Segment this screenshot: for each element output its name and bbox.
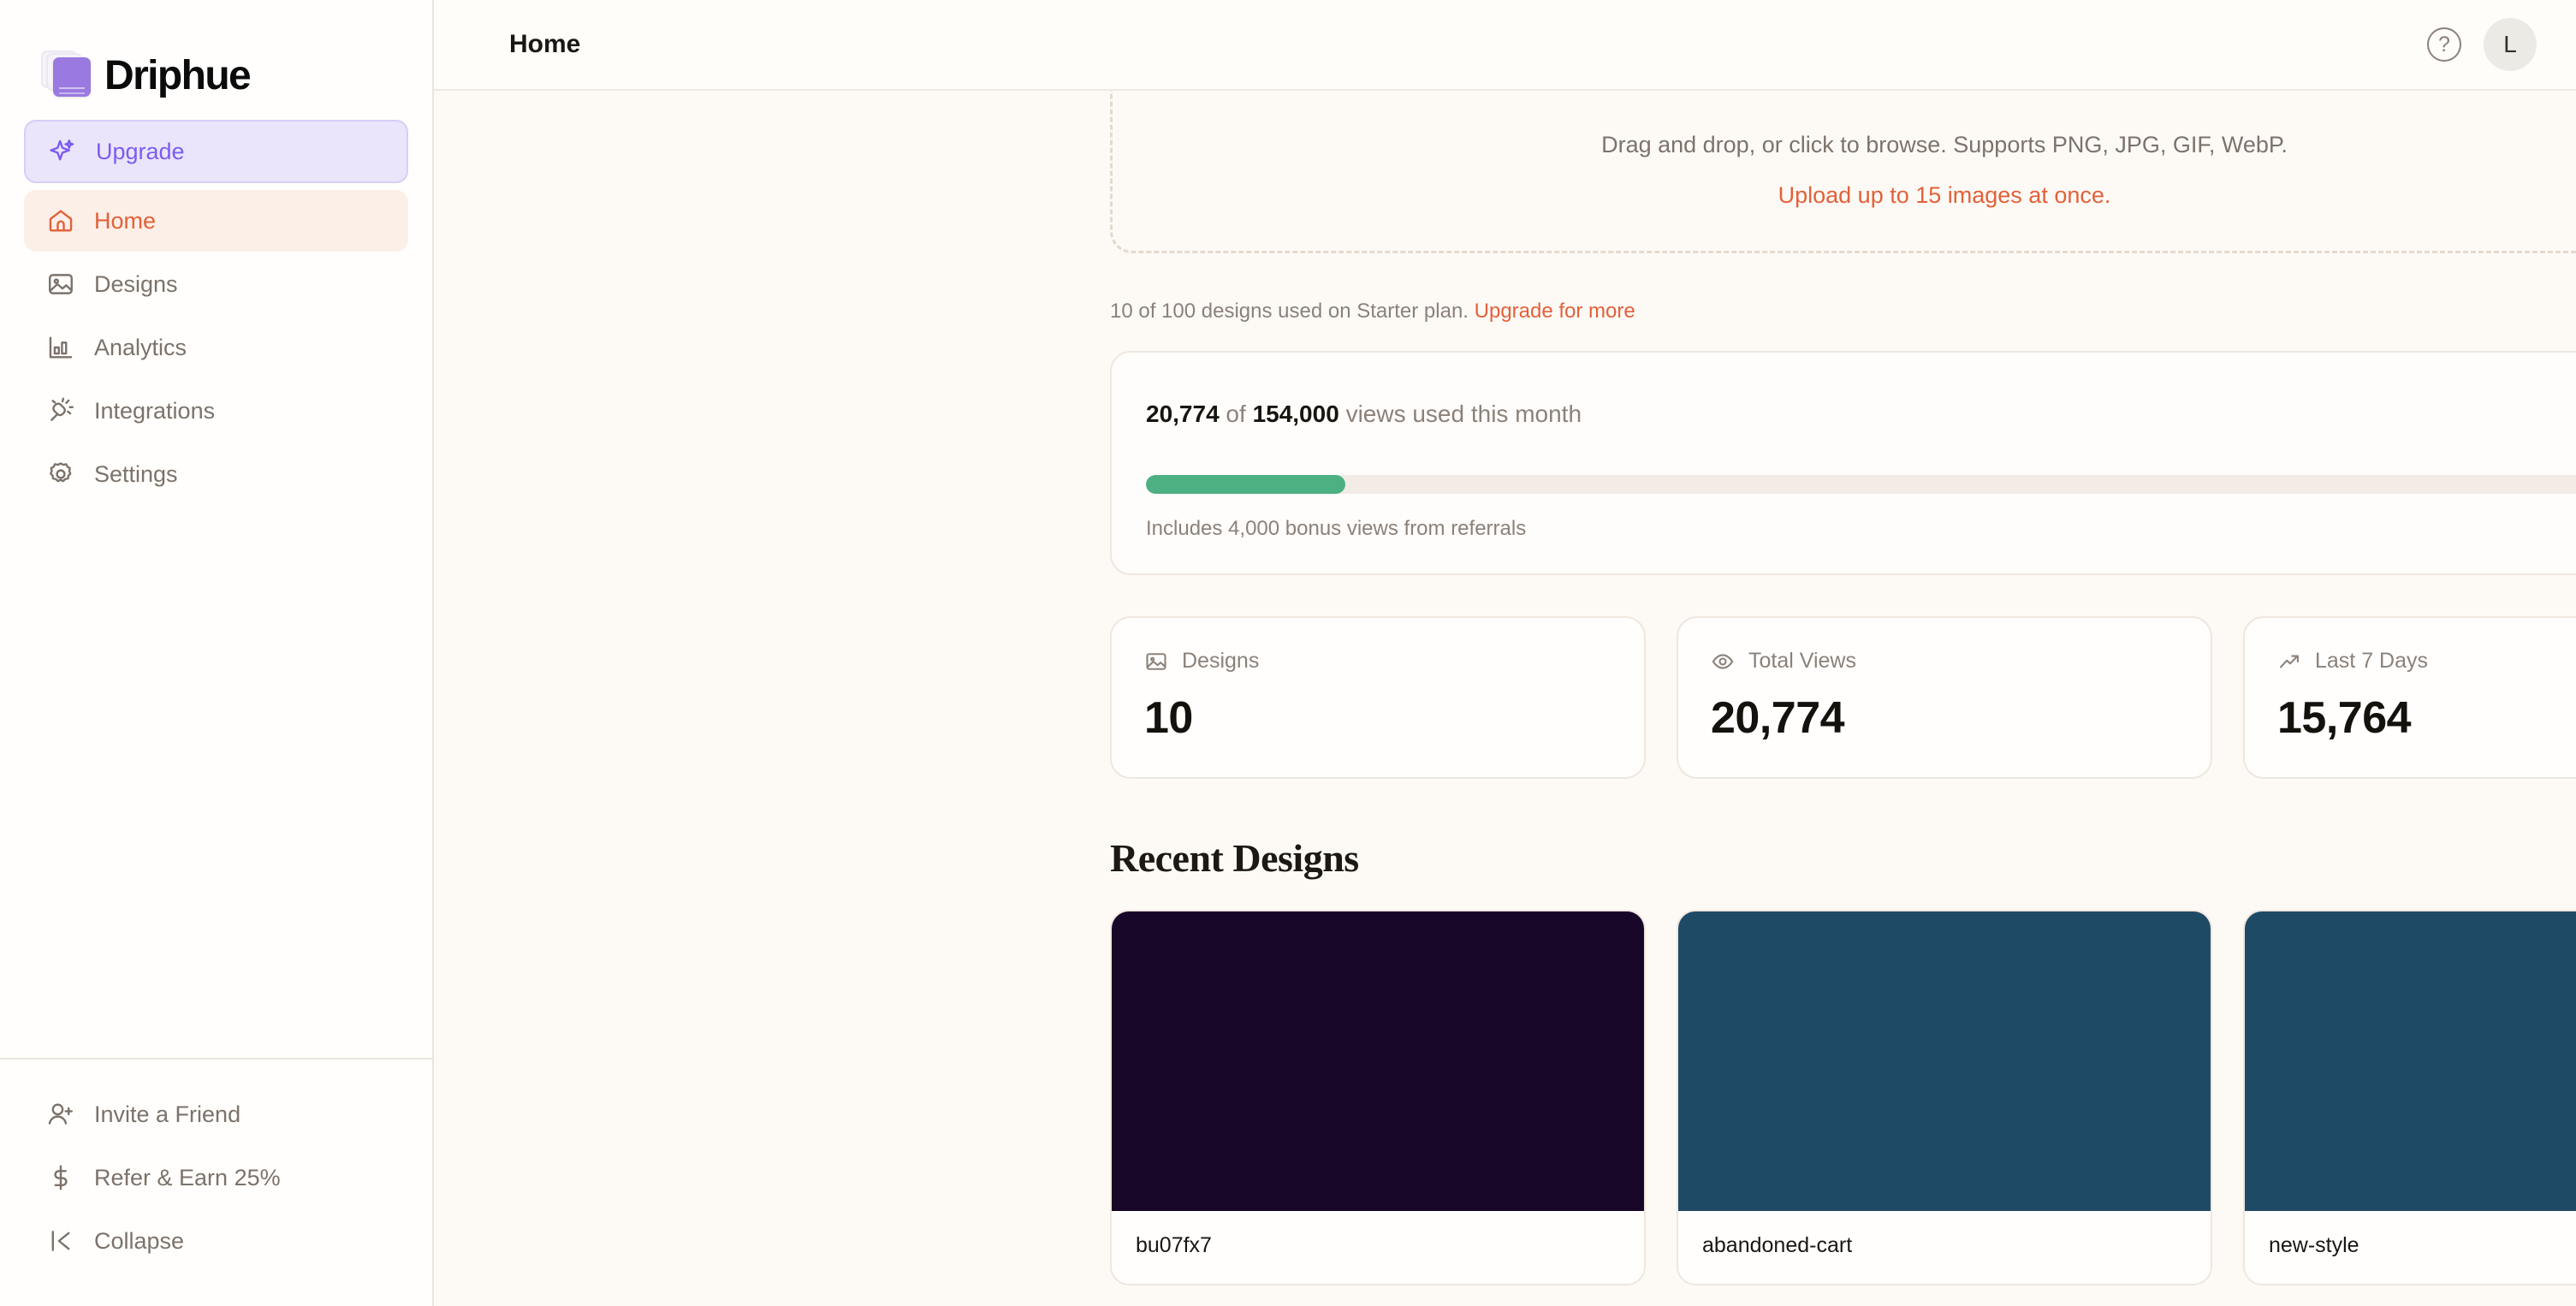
sidebar-item-label: Settings: [94, 460, 178, 487]
sidebar-item-upgrade[interactable]: Upgrade: [24, 120, 408, 183]
sidebar-item-home[interactable]: Home: [24, 190, 408, 252]
plan-usage-line: 10 of 100 designs used on Starter plan. …: [1110, 300, 2576, 324]
plug-icon: [46, 396, 75, 425]
sidebar-item-collapse[interactable]: Collapse: [24, 1210, 408, 1272]
design-card[interactable]: new-style: [2243, 910, 2576, 1285]
gear-icon: [46, 460, 75, 489]
dropzone-hint: Drag and drop, or click to browse. Suppo…: [1601, 132, 2288, 157]
stat-card-total-views[interactable]: Total Views 20,774: [1677, 616, 2212, 779]
views-of-word: of: [1226, 401, 1246, 427]
main-area: Home ? L Drag and drop, or click to brow…: [434, 0, 2576, 1306]
design-name: abandoned-cart: [1702, 1233, 1853, 1257]
stat-label: Designs: [1182, 649, 1260, 673]
home-icon: [46, 206, 75, 235]
design-card[interactable]: abandoned-cart: [1677, 910, 2212, 1285]
sidebar-item-label: Collapse: [94, 1227, 185, 1254]
design-thumbnail: [1112, 911, 1644, 1211]
sidebar-item-designs[interactable]: Designs: [24, 253, 408, 315]
sidebar-item-invite-a-friend[interactable]: Invite a Friend: [24, 1083, 408, 1145]
image-icon: [46, 270, 75, 299]
dollar-icon: [46, 1163, 75, 1192]
upgrade-for-more-link[interactable]: Upgrade for more: [1474, 300, 1635, 323]
trend-up-icon: [2277, 650, 2301, 674]
recent-designs-title: Recent Designs: [1110, 836, 1359, 880]
sidebar-spacer: [0, 505, 432, 1058]
bar-chart-icon: [46, 333, 75, 362]
plan-usage-text: 10 of 100 designs used on Starter plan.: [1110, 300, 1469, 323]
sidebar-item-label: Upgrade: [96, 138, 185, 164]
brand[interactable]: Driphue: [0, 0, 432, 120]
sidebar-item-settings[interactable]: Settings: [24, 443, 408, 505]
sidebar-item-label: Invite a Friend: [94, 1101, 241, 1127]
stat-card-last-7-days[interactable]: Last 7 Days 15,764: [2243, 616, 2576, 779]
views-limit: 154,000: [1252, 401, 1339, 427]
usage-progress-fill: [1146, 474, 1345, 494]
dropzone-limit: Upload up to 15 images at once.: [1778, 182, 2111, 208]
stat-card-designs[interactable]: Designs 10: [1110, 616, 1646, 779]
question-circle-icon[interactable]: ?: [2427, 27, 2461, 62]
design-name: new-style: [2269, 1233, 2359, 1257]
sidebar-item-label: Refer & Earn 25%: [94, 1164, 281, 1190]
stat-cards: Designs 10 Total Views: [1110, 616, 2576, 779]
eye-icon: [1711, 650, 1735, 674]
design-card[interactable]: bu07fx7: [1110, 910, 1646, 1285]
views-usage-text: 20,774 of 154,000 views used this month: [1146, 390, 1582, 428]
usage-progress-track: [1146, 474, 2576, 494]
sidebar-nav: Upgrade Home: [0, 120, 432, 505]
page-title: Home: [509, 30, 581, 58]
avatar[interactable]: L: [2484, 18, 2537, 71]
stat-value: 15,764: [2277, 693, 2412, 743]
sidebar-item-label: Integrations: [94, 397, 216, 424]
sidebar-item-refer-earn[interactable]: Refer & Earn 25%: [24, 1147, 408, 1208]
design-thumbnail: [2245, 911, 2576, 1211]
sparkle-icon: [48, 137, 77, 166]
sidebar-item-integrations[interactable]: Integrations: [24, 380, 408, 442]
image-icon: [1144, 650, 1168, 674]
bonus-views-note: Includes 4,000 bonus views from referral…: [1146, 517, 1527, 540]
sidebar-item-label: Home: [94, 207, 157, 234]
design-name: bu07fx7: [1136, 1233, 1212, 1257]
stat-value: 10: [1144, 693, 1193, 743]
topbar: Home ? L: [434, 0, 2576, 91]
sidebar: Driphue Upgrade Ho: [0, 0, 434, 1306]
recent-designs-grid-row1: bu07fx7 abandoned-cart new-style: [1110, 910, 2576, 1285]
upload-dropzone[interactable]: Drag and drop, or click to browse. Suppo…: [1110, 91, 2576, 253]
views-used: 20,774: [1146, 401, 1220, 427]
usage-progress-row: 13%: [1146, 472, 2576, 496]
views-suffix: views used this month: [1345, 401, 1582, 427]
brand-name: Driphue: [104, 52, 252, 98]
recent-designs-header: Recent Designs View all: [1110, 835, 2576, 881]
stat-label: Total Views: [1748, 649, 1856, 673]
collapse-left-icon: [46, 1226, 75, 1256]
stat-label: Last 7 Days: [2315, 649, 2429, 673]
scroll-content[interactable]: Drag and drop, or click to browse. Suppo…: [434, 91, 2576, 1306]
topbar-actions: ? L: [2427, 18, 2537, 71]
design-thumbnail: [1678, 911, 2211, 1211]
stacked-sheets-logo: [41, 50, 92, 100]
sidebar-item-label: Analytics: [94, 334, 187, 360]
sidebar-item-analytics[interactable]: Analytics: [24, 317, 408, 378]
views-usage-card: 20,774 of 154,000 views used this month …: [1110, 351, 2576, 575]
user-plus-icon: [46, 1100, 75, 1129]
stat-value: 20,774: [1711, 693, 1845, 743]
sidebar-item-label: Designs: [94, 270, 178, 297]
sidebar-footer: Invite a Friend Refer & Earn 25%: [0, 1058, 432, 1306]
